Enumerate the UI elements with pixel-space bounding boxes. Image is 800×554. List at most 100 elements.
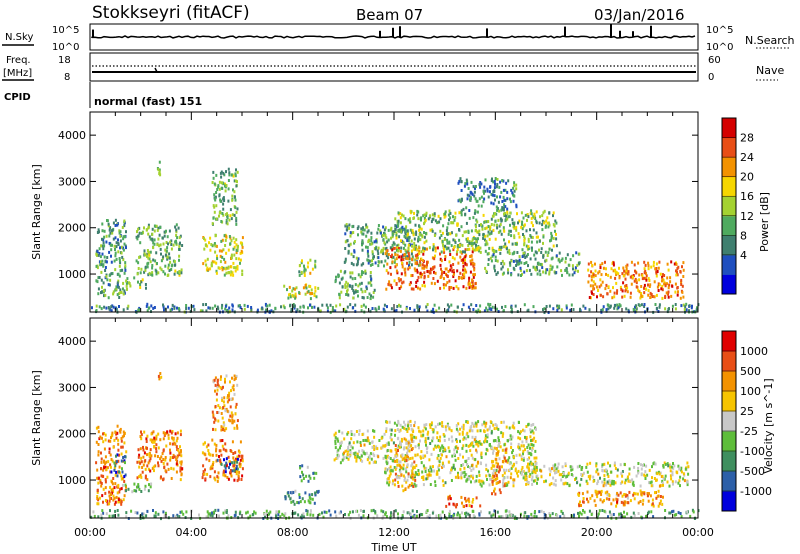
heatmap-cell <box>369 309 372 313</box>
heatmap-cell <box>416 270 419 274</box>
heatmap-cell <box>505 468 508 472</box>
date-label: 03/Jan/2016 <box>594 6 685 24</box>
heatmap-cell <box>165 444 168 448</box>
heatmap-cell <box>213 476 216 480</box>
heatmap-cell <box>611 482 613 486</box>
heatmap-cell <box>211 438 214 442</box>
heatmap-cell <box>530 240 533 244</box>
heatmap-cell <box>202 473 205 476</box>
heatmap-cell <box>359 444 362 447</box>
heatmap-cell <box>363 452 366 455</box>
heatmap-cell <box>566 482 569 486</box>
heatmap-cell <box>532 224 534 228</box>
heatmap-cell <box>117 485 119 489</box>
heatmap-cell <box>349 234 352 238</box>
heatmap-cell <box>95 279 98 283</box>
heatmap-cell <box>142 448 145 452</box>
heatmap-cell <box>470 284 473 288</box>
heatmap-cell <box>643 276 645 280</box>
heatmap-cell <box>139 241 142 245</box>
heatmap-cell <box>326 309 329 313</box>
heatmap-cell <box>480 462 482 466</box>
heatmap-cell <box>624 284 626 288</box>
heatmap-cell <box>303 500 306 504</box>
heatmap-cell <box>579 500 581 504</box>
heatmap-cell <box>368 456 371 460</box>
heatmap-cell <box>206 266 209 270</box>
heatmap-cell <box>473 266 476 270</box>
heatmap-cell <box>439 217 442 221</box>
heatmap-cell <box>542 270 545 274</box>
heatmap-cell <box>509 476 512 480</box>
heatmap-cell <box>227 167 230 171</box>
heatmap-cell <box>373 454 376 458</box>
heatmap-cell <box>616 468 619 472</box>
heatmap-cell <box>671 480 674 484</box>
heatmap-cell <box>492 460 495 464</box>
heatmap-cell <box>496 183 499 186</box>
heatmap-cell <box>397 219 400 223</box>
heatmap-cell <box>119 291 122 294</box>
heatmap-cell <box>367 281 370 285</box>
heatmap-cell <box>607 461 609 465</box>
heatmap-cell <box>468 281 471 285</box>
heatmap-cell <box>314 263 317 267</box>
heatmap-cell <box>548 223 551 227</box>
heatmap-cell <box>402 489 405 493</box>
heatmap-cell <box>506 475 509 479</box>
heatmap-cell <box>513 426 516 430</box>
heatmap-cell <box>389 228 392 232</box>
heatmap-cell <box>341 431 344 435</box>
heatmap-cell <box>222 406 225 409</box>
heatmap-cell <box>354 455 357 459</box>
heatmap-cell <box>493 474 496 478</box>
heatmap-cell <box>478 479 481 483</box>
heatmap-cell <box>367 238 370 242</box>
heatmap-cell <box>560 269 563 273</box>
heatmap-cell <box>384 247 387 251</box>
heatmap-cell <box>224 409 227 413</box>
heatmap-cell <box>104 438 107 442</box>
heatmap-cell <box>395 455 398 459</box>
heatmap-cell <box>395 466 398 470</box>
heatmap-cell <box>173 260 176 264</box>
heatmap-cell <box>656 270 659 273</box>
heatmap-cell <box>356 454 359 458</box>
heatmap-cell <box>317 490 319 494</box>
heatmap-cell <box>361 290 364 294</box>
heatmap-cell <box>509 200 512 204</box>
heatmap-cell <box>231 469 234 473</box>
heatmap-cell <box>215 443 218 447</box>
heatmap-cell <box>445 428 448 432</box>
heatmap-cell <box>389 457 392 460</box>
heatmap-cell <box>372 460 375 464</box>
heatmap-cell <box>225 251 228 255</box>
heatmap-cell <box>505 247 508 251</box>
heatmap-cell <box>460 198 463 202</box>
heatmap-cell <box>170 247 173 251</box>
heatmap-cell <box>620 515 623 519</box>
heatmap-cell <box>436 221 439 225</box>
heatmap-cell <box>349 271 352 275</box>
heatmap-cell <box>224 470 227 474</box>
heatmap-cell <box>110 229 113 233</box>
heatmap-cell <box>143 249 146 253</box>
heatmap-cell <box>503 262 506 266</box>
heatmap-cell <box>154 259 157 263</box>
heatmap-cell <box>309 285 312 288</box>
heatmap-cell <box>233 213 236 217</box>
heatmap-cell <box>360 263 363 267</box>
heatmap-cell <box>225 309 228 313</box>
heatmap-cell <box>479 442 482 446</box>
heatmap-cell <box>167 263 170 267</box>
heatmap-cell <box>146 509 149 513</box>
heatmap-cell <box>416 252 419 256</box>
heatmap-cell <box>609 304 612 308</box>
heatmap-cell <box>149 438 152 442</box>
heatmap-cell <box>540 469 543 473</box>
heatmap-cell <box>239 458 242 462</box>
heatmap-cell <box>563 482 566 486</box>
heatmap-cell <box>466 421 469 424</box>
nsky-tick-bottom-right: 10^0 <box>706 42 733 53</box>
heatmap-cell <box>490 223 493 226</box>
